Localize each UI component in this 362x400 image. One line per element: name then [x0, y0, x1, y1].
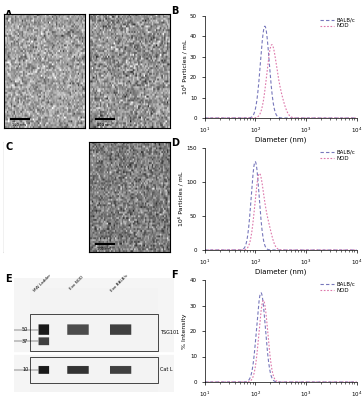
Text: A: A — [5, 10, 13, 20]
Text: Exo NOD: Exo NOD — [69, 275, 85, 291]
Text: 100 nm: 100 nm — [97, 248, 111, 252]
Y-axis label: 10⁶ Particles / mL: 10⁶ Particles / mL — [182, 40, 187, 94]
X-axis label: Diameter (nm): Diameter (nm) — [255, 136, 306, 143]
Legend: BALB/c, NOD: BALB/c, NOD — [320, 281, 355, 293]
Bar — [30, 314, 158, 350]
Text: D: D — [171, 138, 179, 148]
Legend: BALB/c, NOD: BALB/c, NOD — [320, 149, 355, 161]
Text: 50: 50 — [22, 327, 28, 332]
Text: E: E — [5, 274, 12, 284]
Text: B: B — [171, 6, 178, 16]
Text: 100 nm: 100 nm — [12, 248, 26, 252]
Legend: BALB/c, NOD: BALB/c, NOD — [320, 17, 355, 29]
Text: 100 nm: 100 nm — [12, 123, 26, 127]
Text: 10: 10 — [22, 368, 28, 372]
Y-axis label: % Intensity: % Intensity — [182, 313, 187, 349]
Text: TSG101: TSG101 — [160, 330, 179, 335]
Text: MW Ladder: MW Ladder — [33, 274, 52, 293]
Text: 100 nm: 100 nm — [97, 123, 111, 127]
Text: Cat L: Cat L — [160, 368, 173, 372]
Text: 37: 37 — [22, 339, 28, 344]
Text: C: C — [5, 142, 13, 152]
Bar — [30, 357, 158, 383]
Text: Exo BALB/c: Exo BALB/c — [110, 274, 129, 293]
Y-axis label: 10⁶ Particles / mL: 10⁶ Particles / mL — [178, 172, 184, 226]
Text: F: F — [171, 270, 178, 280]
X-axis label: Diameter (nm): Diameter (nm) — [255, 268, 306, 275]
